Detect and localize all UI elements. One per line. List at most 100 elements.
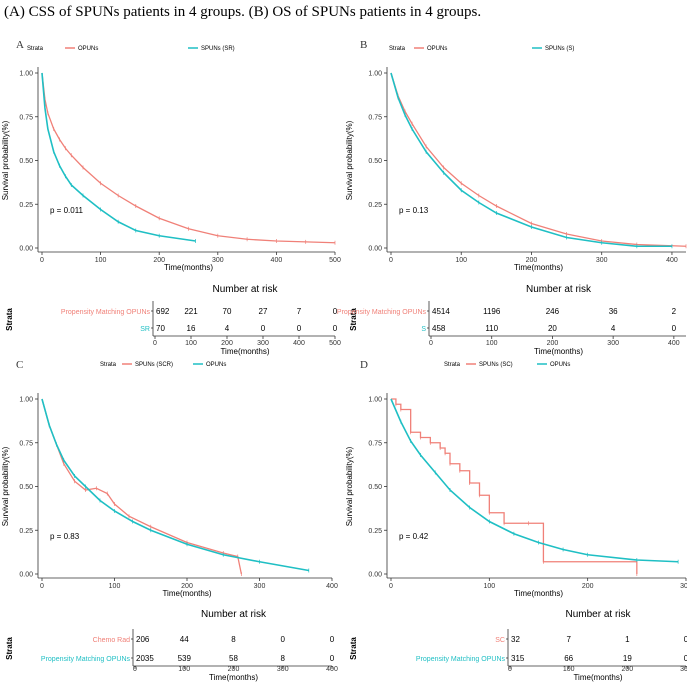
x-tick-label: 100 bbox=[455, 257, 467, 264]
survival-curve-2 bbox=[41, 398, 309, 572]
panel-letter: D bbox=[360, 359, 368, 371]
risk-count: 7 bbox=[566, 635, 571, 644]
risk-count: 66 bbox=[564, 654, 573, 663]
legend-label-2: OPUNs bbox=[206, 362, 226, 368]
legend-title: Strata bbox=[444, 362, 461, 368]
risk-x-tick-label: 400 bbox=[668, 340, 680, 347]
legend-title: Strata bbox=[389, 46, 406, 52]
risk-x-tick-label: 100 bbox=[563, 666, 575, 673]
y-tick-label: 0.50 bbox=[368, 158, 382, 165]
y-tick-label: 0.50 bbox=[368, 484, 382, 491]
risk-count: 0 bbox=[672, 324, 677, 333]
risk-row-label-1: Propensity Matching OPUNs bbox=[61, 309, 151, 316]
x-axis-label: Time(months) bbox=[164, 263, 213, 272]
x-tick-label: 300 bbox=[680, 583, 687, 590]
panel-letter: A bbox=[16, 39, 24, 51]
risk-count: 4 bbox=[611, 324, 616, 333]
risk-x-tick-label: 500 bbox=[329, 340, 341, 347]
y-tick-label: 0.75 bbox=[368, 440, 382, 447]
p-value: p = 0.42 bbox=[399, 532, 429, 541]
x-axis-label: Time(months) bbox=[514, 263, 563, 272]
risk-count: 315 bbox=[511, 654, 525, 663]
x-tick-label: 0 bbox=[40, 257, 44, 264]
risk-count: 0 bbox=[261, 324, 266, 333]
y-tick-label: 0.75 bbox=[19, 440, 33, 447]
risk-count: 0 bbox=[333, 307, 338, 316]
x-tick-label: 300 bbox=[212, 257, 224, 264]
y-tick-label: 1.00 bbox=[368, 71, 382, 78]
risk-count: 0 bbox=[333, 324, 338, 333]
x-tick-label: 0 bbox=[389, 583, 393, 590]
legend-label-2: OPUNs bbox=[550, 362, 570, 368]
risk-table-title: Number at risk bbox=[201, 609, 267, 620]
risk-count: 19 bbox=[623, 654, 632, 663]
risk-table-title: Number at risk bbox=[526, 284, 592, 295]
panel-letter: B bbox=[360, 39, 367, 51]
x-axis-label: Time(months) bbox=[514, 589, 563, 598]
y-tick-label: 0.50 bbox=[19, 158, 33, 165]
legend-title: Strata bbox=[100, 362, 117, 368]
panel-b: B Strata OPUNs SPUNs (S) 0.00 0.25 0.50 0.75 1.0… bbox=[337, 39, 687, 356]
y-tick-label: 1.00 bbox=[19, 71, 33, 78]
risk-row-label-1: Propensity Matching OPUNs bbox=[337, 309, 427, 316]
risk-count: 8 bbox=[231, 635, 236, 644]
risk-count: 110 bbox=[485, 324, 498, 333]
x-tick-label: 200 bbox=[153, 257, 165, 264]
x-tick-label: 300 bbox=[596, 257, 608, 264]
risk-count: 27 bbox=[259, 307, 268, 316]
y-tick-label: 1.00 bbox=[368, 397, 382, 404]
risk-count: 0 bbox=[297, 324, 302, 333]
x-tick-label: 400 bbox=[326, 583, 338, 590]
risk-strata-label: Strata bbox=[349, 308, 358, 331]
y-tick-label: 0.00 bbox=[19, 572, 33, 579]
y-axis-label: Survival probability(%) bbox=[345, 120, 354, 200]
risk-count: 0 bbox=[330, 654, 335, 663]
x-axis-label: Time(months) bbox=[162, 589, 211, 598]
risk-x-axis-label: Time(months) bbox=[220, 347, 269, 356]
survival-curve-1 bbox=[41, 398, 243, 575]
y-tick-label: 0.50 bbox=[19, 484, 33, 491]
figure-caption: (A) CSS of SPUNs patients in 4 groups. (… bbox=[4, 4, 482, 20]
y-tick-label: 0.00 bbox=[368, 246, 382, 253]
risk-count: 0 bbox=[684, 654, 687, 663]
risk-x-tick-label: 0 bbox=[133, 666, 137, 673]
y-tick-label: 0.75 bbox=[19, 114, 33, 121]
risk-table-title: Number at risk bbox=[565, 609, 631, 620]
risk-x-tick-label: 200 bbox=[547, 340, 559, 347]
x-tick-label: 0 bbox=[389, 257, 393, 264]
legend-label-1: OPUNs bbox=[78, 46, 98, 52]
risk-row-label-2: SR bbox=[140, 326, 150, 333]
y-axis-label: Survival probability(%) bbox=[1, 120, 10, 200]
y-tick-label: 0.25 bbox=[368, 528, 382, 535]
survival-curve-2 bbox=[390, 72, 672, 248]
y-tick-label: 1.00 bbox=[19, 397, 33, 404]
risk-count: 36 bbox=[609, 307, 618, 316]
x-tick-label: 100 bbox=[95, 257, 107, 264]
risk-count: 4514 bbox=[432, 307, 450, 316]
risk-x-tick-label: 100 bbox=[486, 340, 498, 347]
x-tick-label: 400 bbox=[271, 257, 283, 264]
risk-x-axis-label: Time(months) bbox=[534, 347, 583, 356]
risk-count: 206 bbox=[136, 635, 150, 644]
survival-curve-1 bbox=[390, 72, 687, 247]
risk-row-label-1: Chemo Rad bbox=[93, 637, 130, 644]
risk-count: 32 bbox=[511, 635, 520, 644]
risk-row-label-2: S bbox=[421, 326, 426, 333]
risk-row-label-1: SC bbox=[495, 637, 505, 644]
risk-x-tick-label: 0 bbox=[429, 340, 433, 347]
risk-count: 70 bbox=[223, 307, 232, 316]
risk-x-tick-label: 400 bbox=[293, 340, 305, 347]
risk-count: 58 bbox=[229, 654, 238, 663]
survival-curve-2 bbox=[41, 72, 196, 242]
panel-d: D Strata SPUNs (SC) OPUNs 0.00 0.25 0.50 0.75 1.… bbox=[345, 359, 687, 682]
legend-label-2: SPUNs (S) bbox=[545, 46, 574, 52]
panel-a: A Strata OPUNs SPUNs (SR)0.000.250.500.751.… bbox=[1, 39, 341, 356]
x-tick-label: 300 bbox=[254, 583, 266, 590]
y-axis-label: Survival probability(%) bbox=[345, 446, 354, 526]
risk-count: 0 bbox=[330, 635, 335, 644]
risk-x-tick-label: 400 bbox=[326, 666, 338, 673]
x-tick-label: 200 bbox=[181, 583, 193, 590]
y-tick-label: 0.25 bbox=[19, 202, 33, 209]
risk-x-tick-label: 300 bbox=[277, 666, 289, 673]
x-tick-label: 0 bbox=[40, 583, 44, 590]
